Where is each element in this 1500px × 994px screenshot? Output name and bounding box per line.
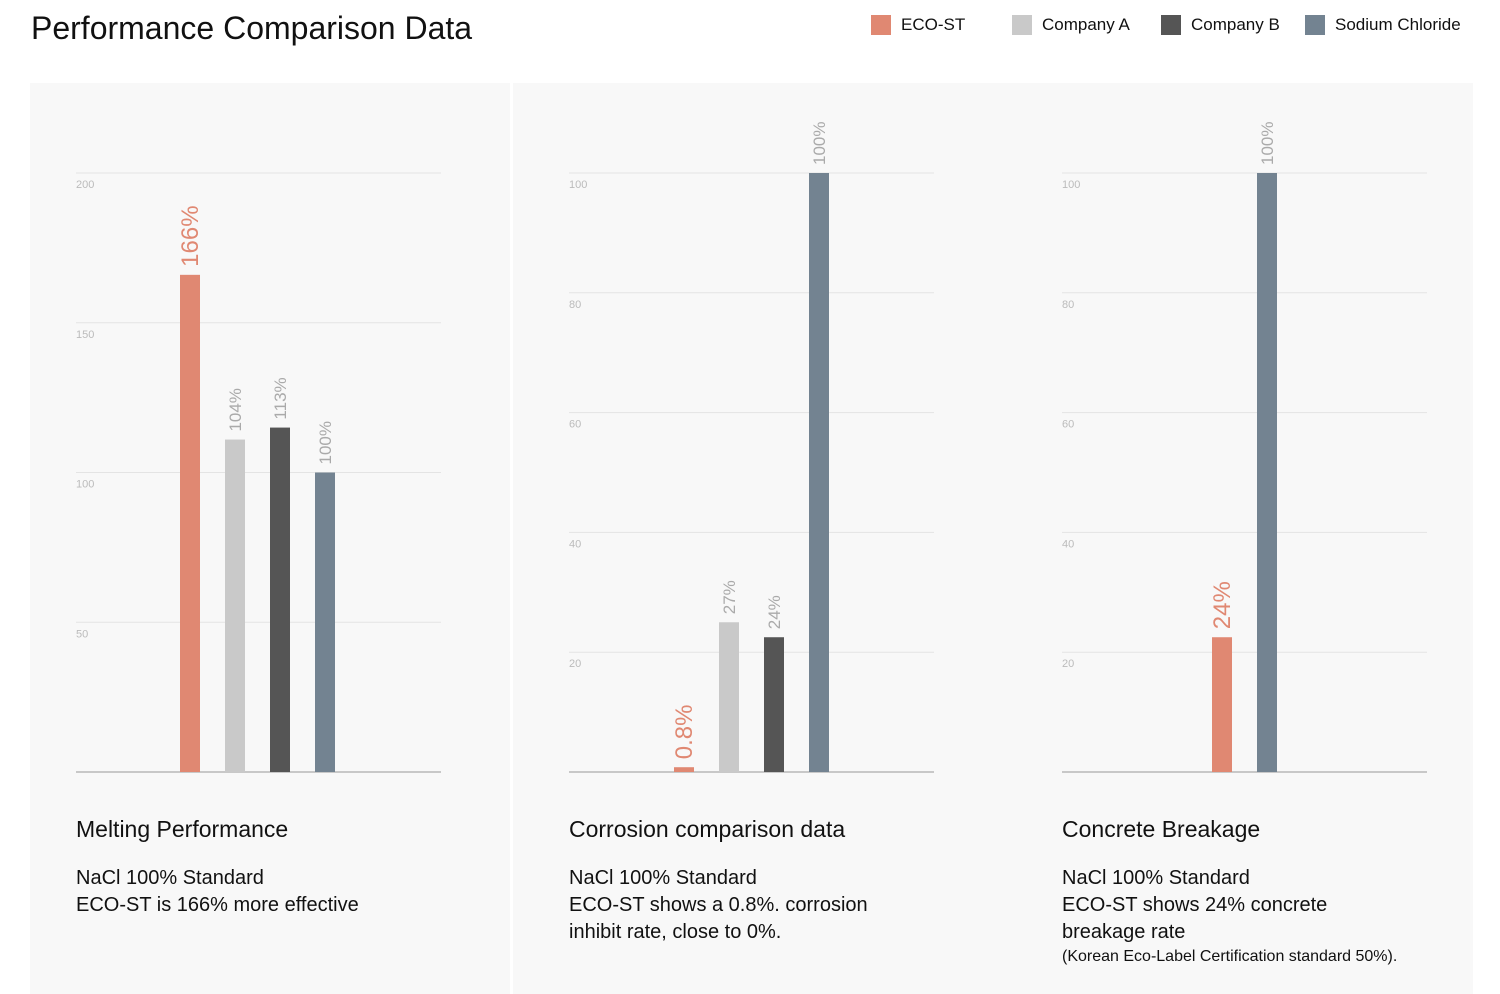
- legend: ECO-ST Company A Company B Sodium Chlori…: [0, 13, 1500, 37]
- y-tick-label: 20: [1062, 658, 1074, 670]
- y-tick-label: 60: [569, 419, 581, 431]
- y-tick-label: 150: [76, 329, 94, 341]
- y-tick-label: 80: [569, 299, 581, 311]
- bar-company-b: [270, 427, 290, 772]
- bar-eco-st: [180, 274, 200, 772]
- legend-swatch-eco-st: [871, 15, 891, 35]
- bar-value-label: 24%: [1209, 581, 1236, 629]
- chart-description: NaCl 100% Standard ECO-ST shows a 0.8%. …: [569, 865, 989, 946]
- bar-value-label: 100%: [1258, 122, 1277, 165]
- bar-value-label: 100%: [316, 421, 335, 464]
- legend-label-sodium-chloride: Sodium Chloride: [1335, 15, 1461, 34]
- chart-title: Corrosion comparison data: [569, 816, 846, 842]
- page-title: Performance Comparison Data: [31, 10, 473, 46]
- bar-value-label: 27%: [720, 580, 739, 614]
- y-tick-label: 100: [76, 479, 94, 491]
- y-tick-label: 20: [569, 658, 581, 670]
- y-tick-label: 200: [76, 179, 94, 191]
- legend-label-eco-st: ECO-ST: [901, 15, 966, 34]
- certification-note: (Korean Eco-Label Certification standard…: [1062, 948, 1398, 965]
- chart-corrosion-svg: 20 40 60 80 100 0.8% 27% 24% 100%: [569, 122, 934, 773]
- legend-label-company-a: Company A: [1042, 15, 1130, 34]
- chart-panel-concrete: 20 40 60 80 100 24% 100% Concrete Breakage NaC…: [993, 83, 1473, 994]
- description-line: ECO-ST shows 24% concrete: [1062, 894, 1328, 916]
- y-tick-label: 40: [569, 538, 581, 550]
- bar-company-b: [764, 637, 784, 772]
- chart-concrete-svg: 20 40 60 80 100 24% 100%: [1062, 122, 1427, 773]
- bar-eco-st: [1212, 637, 1232, 772]
- y-tick-label: 100: [1062, 179, 1080, 191]
- description-line: inhibit rate, close to 0%.: [569, 921, 782, 943]
- y-tick-label: 40: [1062, 538, 1074, 550]
- legend-swatch-sodium-chloride: [1305, 15, 1325, 35]
- bar-sodium-chloride: [315, 472, 335, 772]
- y-tick-label: 50: [76, 628, 88, 640]
- description-line: NaCl 100% Standard: [569, 867, 757, 889]
- bar-eco-st: [674, 767, 694, 772]
- chart-title: Concrete Breakage: [1062, 816, 1261, 842]
- chart-description: NaCl 100% Standard ECO-ST is 166% more e…: [76, 865, 496, 919]
- description-line: ECO-ST is 166% more effective: [76, 894, 359, 916]
- chart-panel-melting: 50 100 150 200 166% 104% 113% 100% Melting Perf…: [30, 83, 510, 994]
- description-line: NaCl 100% Standard: [76, 867, 264, 889]
- chart-melting-svg: 50 100 150 200 166% 104% 113% 100%: [76, 172, 441, 773]
- bar-value-label: 104%: [226, 388, 245, 431]
- bar-value-label: 0.8%: [671, 705, 698, 760]
- bar-sodium-chloride: [809, 173, 829, 772]
- bar-company-a: [225, 439, 245, 772]
- chart-title: Melting Performance: [76, 816, 289, 842]
- bar-value-label: 100%: [810, 122, 829, 165]
- description-line: ECO-ST shows a 0.8%. corrosion: [569, 894, 868, 916]
- bar-company-a: [719, 622, 739, 772]
- y-tick-label: 80: [1062, 299, 1074, 311]
- y-tick-label: 60: [1062, 419, 1074, 431]
- legend-label-company-b: Company B: [1191, 15, 1280, 34]
- chart-panel-corrosion: 20 40 60 80 100 0.8% 27% 24% 100% Corrosion comp…: [513, 83, 993, 994]
- bar-sodium-chloride: [1257, 173, 1277, 772]
- y-tick-label: 100: [569, 179, 587, 191]
- description-line: NaCl 100% Standard: [1062, 867, 1250, 889]
- chart-description: NaCl 100% Standard ECO-ST shows 24% conc…: [1062, 865, 1482, 968]
- legend-swatch-company-b: [1161, 15, 1181, 35]
- description-line: breakage rate: [1062, 921, 1186, 943]
- bar-value-label: 24%: [765, 595, 784, 629]
- legend-swatch-company-a: [1012, 15, 1032, 35]
- bar-value-label: 113%: [271, 377, 290, 419]
- bar-value-label: 166%: [177, 205, 204, 266]
